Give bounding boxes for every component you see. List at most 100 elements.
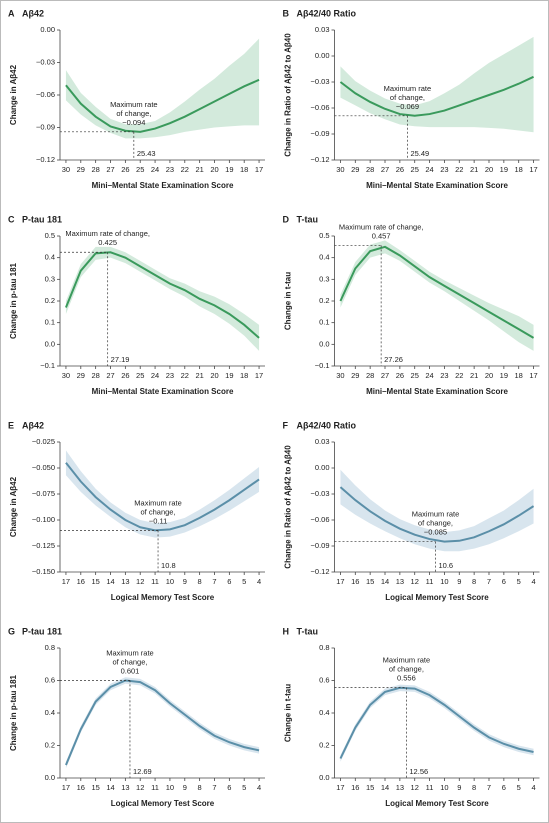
panel-letter: C xyxy=(8,214,15,224)
y-tick-label: 0.4 xyxy=(319,708,329,717)
y-axis-title: Change in t-tau xyxy=(284,272,293,330)
x-tick-label: 20 xyxy=(485,371,493,380)
y-tick-label: −0.12 xyxy=(311,155,330,164)
x-tick-label: 9 xyxy=(457,783,461,792)
x-tick-label: 29 xyxy=(351,165,359,174)
x-tick-label: 6 xyxy=(502,783,506,792)
x-tick-label: 30 xyxy=(62,371,70,380)
y-axis-title: Change in p-tau 181 xyxy=(9,262,18,339)
x-tick-label: 30 xyxy=(336,371,344,380)
y-tick-label: 0.00 xyxy=(315,51,330,60)
confidence-band xyxy=(340,469,534,552)
annotation: of change, xyxy=(418,519,453,528)
annotation: of change, xyxy=(389,665,424,674)
y-tick-label: −0.09 xyxy=(36,122,55,131)
x-tick-label: 30 xyxy=(62,165,70,174)
panel-letter: F xyxy=(283,420,289,430)
y-tick-label: 0.6 xyxy=(319,675,329,684)
y-tick-label: 0.2 xyxy=(45,740,55,749)
annotation: Maximum rate xyxy=(134,498,182,507)
x-tick-label: 16 xyxy=(77,783,85,792)
y-tick-label: 0.1 xyxy=(319,318,329,327)
x-tick-label: 15 xyxy=(366,577,374,586)
x-tick-label: 12 xyxy=(136,577,144,586)
x-tick-label: 14 xyxy=(106,577,114,586)
x-tick-label: 8 xyxy=(472,783,476,792)
confidence-band xyxy=(65,677,260,769)
peak-x-label: 27.19 xyxy=(111,355,130,364)
confidence-band xyxy=(340,36,534,133)
y-tick-label: 0.3 xyxy=(319,274,329,283)
panel-title: Aβ42/40 Ratio xyxy=(297,8,357,18)
x-tick-label: 10 xyxy=(440,783,448,792)
annotation: of change, xyxy=(116,109,151,118)
y-tick-label: 0.0 xyxy=(319,339,329,348)
x-tick-label: 23 xyxy=(166,371,174,380)
y-tick-label: −0.06 xyxy=(311,515,330,524)
x-tick-label: 17 xyxy=(336,577,344,586)
confidence-band xyxy=(65,450,260,538)
x-tick-label: 11 xyxy=(151,577,159,586)
x-tick-label: 26 xyxy=(396,371,404,380)
y-tick-label: 0.2 xyxy=(319,740,329,749)
x-tick-label: 20 xyxy=(210,371,218,380)
x-tick-label: 7 xyxy=(487,783,491,792)
x-tick-label: 26 xyxy=(121,165,129,174)
x-tick-label: 28 xyxy=(91,165,99,174)
y-tick-label: −0.12 xyxy=(36,155,55,164)
y-tick-label: 0.2 xyxy=(45,296,55,305)
peak-value-label: −0.085 xyxy=(424,528,447,537)
x-tick-label: 7 xyxy=(212,577,216,586)
x-tick-label: 18 xyxy=(240,371,248,380)
y-tick-label: 0.8 xyxy=(319,643,329,652)
trend-line xyxy=(65,462,260,532)
x-tick-label: 7 xyxy=(212,783,216,792)
y-tick-label: 0.1 xyxy=(45,318,55,327)
trend-line xyxy=(65,251,260,339)
x-tick-label: 15 xyxy=(91,577,99,586)
x-tick-label: 22 xyxy=(181,165,189,174)
peak-value-label: −0.11 xyxy=(149,516,167,525)
y-tick-label: −0.06 xyxy=(36,90,55,99)
x-tick-label: 16 xyxy=(351,783,359,792)
x-axis-title: Logical Memory Test Score xyxy=(385,799,489,808)
x-tick-label: 22 xyxy=(455,371,463,380)
x-tick-label: 29 xyxy=(77,371,85,380)
annotation: of change, xyxy=(141,507,176,516)
x-tick-label: 17 xyxy=(255,371,263,380)
y-tick-label: 0.0 xyxy=(45,339,55,348)
x-tick-label: 11 xyxy=(426,783,434,792)
y-tick-label: 0.0 xyxy=(319,773,329,782)
annotation: Maximum rate of change, xyxy=(339,222,424,231)
y-tick-label: −0.12 xyxy=(311,567,330,576)
x-tick-label: 9 xyxy=(183,577,187,586)
panel-title: P-tau 181 xyxy=(22,214,62,224)
y-tick-label: 0.00 xyxy=(315,463,330,472)
x-axis-title: Logical Memory Test Score xyxy=(111,593,215,602)
x-tick-label: 13 xyxy=(121,783,129,792)
x-tick-label: 6 xyxy=(227,577,231,586)
x-tick-label: 13 xyxy=(396,577,404,586)
x-tick-label: 27 xyxy=(381,371,389,380)
y-tick-label: −0.100 xyxy=(32,515,55,524)
x-axis-title: Mini–Mental State Examination Score xyxy=(366,387,508,396)
x-tick-label: 19 xyxy=(500,371,508,380)
x-tick-label: 11 xyxy=(151,783,159,792)
x-axis-title: Logical Memory Test Score xyxy=(385,593,489,602)
x-tick-label: 16 xyxy=(77,577,85,586)
panel-title: Aβ42 xyxy=(22,8,44,18)
annotation: of change, xyxy=(112,657,147,666)
x-tick-label: 27 xyxy=(106,165,114,174)
x-tick-label: 29 xyxy=(351,371,359,380)
peak-value-label: −0.069 xyxy=(396,102,419,111)
y-tick-label: 0.4 xyxy=(319,253,329,262)
x-tick-label: 19 xyxy=(225,371,233,380)
peak-x-label: 12.69 xyxy=(133,767,152,776)
x-axis-title: Mini–Mental State Examination Score xyxy=(366,181,508,190)
confidence-band xyxy=(65,246,260,351)
y-tick-label: −0.075 xyxy=(32,489,55,498)
x-tick-label: 25 xyxy=(136,165,144,174)
trend-line xyxy=(65,679,260,766)
x-tick-label: 19 xyxy=(500,165,508,174)
x-tick-label: 11 xyxy=(426,577,434,586)
